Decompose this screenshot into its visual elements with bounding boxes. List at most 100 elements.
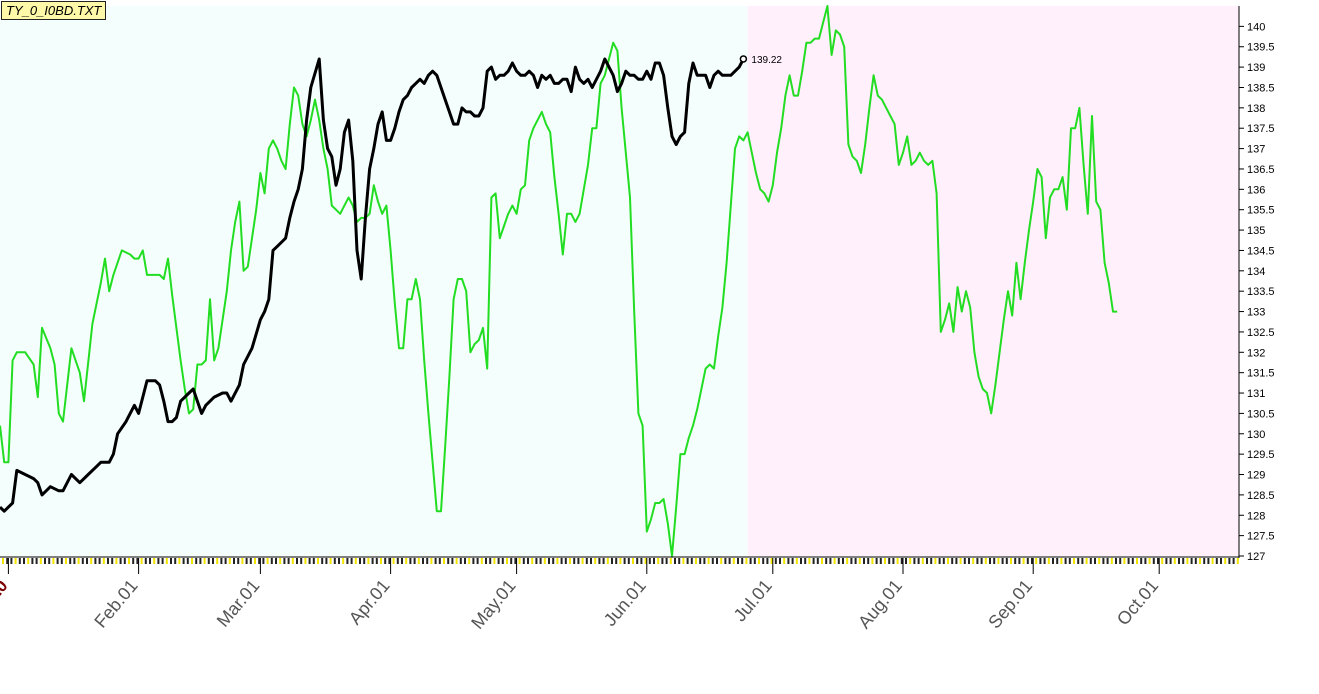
x-minor-tick [892, 558, 895, 564]
x-minor-tick [237, 558, 240, 564]
x-minor-tick [993, 558, 996, 564]
x-minor-tick [73, 558, 76, 564]
x-minor-tick [10, 558, 13, 564]
x-minor-tick [266, 558, 269, 564]
x-minor-tick [1060, 558, 1063, 564]
x-minor-tick [98, 558, 101, 564]
x-minor-tick [1043, 558, 1046, 564]
x-minor-tick [720, 558, 723, 564]
x-minor-tick [1199, 558, 1201, 564]
x-minor-tick [531, 558, 534, 564]
x-minor-tick [102, 558, 105, 564]
x-minor-tick [947, 558, 949, 564]
x-minor-tick [1064, 558, 1067, 564]
x-minor-tick [1119, 558, 1122, 564]
x-minor-tick [480, 558, 483, 564]
x-minor-tick [527, 558, 529, 564]
x-minor-tick [674, 558, 676, 564]
x-minor-tick [23, 558, 25, 564]
x-minor-tick [888, 558, 891, 564]
last-value-marker [739, 55, 748, 63]
x-minor-tick [472, 558, 475, 564]
x-minor-tick [144, 558, 147, 564]
x-minor-tick [669, 558, 672, 564]
x-minor-tick [959, 558, 962, 564]
x-minor-tick [380, 558, 382, 564]
y-tick-label: 134 [1247, 266, 1265, 278]
x-minor-tick [329, 558, 332, 564]
x-minor-tick [485, 558, 487, 564]
x-minor-tick [497, 558, 500, 564]
x-minor-tick [632, 558, 634, 564]
x-minor-tick [1169, 558, 1172, 564]
x-minor-tick [241, 558, 244, 564]
x-minor-tick [304, 558, 307, 564]
x-minor-tick [392, 558, 395, 564]
x-minor-tick [867, 558, 870, 564]
x-minor-tick [413, 558, 416, 564]
x-minor-tick [984, 558, 987, 564]
x-minor-tick [140, 558, 143, 564]
x-minor-tick [1173, 558, 1176, 564]
x-minor-tick [338, 558, 340, 564]
x-minor-tick [522, 558, 525, 564]
x-minor-tick [648, 558, 651, 564]
x-minor-tick [1140, 558, 1143, 564]
x-minor-tick [510, 558, 513, 564]
x-minor-tick [1186, 558, 1189, 564]
x-minor-tick [758, 558, 760, 564]
x-minor-tick [753, 558, 756, 564]
x-minor-tick [354, 558, 357, 564]
x-minor-tick [1157, 558, 1159, 564]
x-minor-tick [1131, 558, 1134, 564]
x-month-label: Apr.01 [345, 576, 394, 629]
x-minor-tick [1077, 558, 1080, 564]
x-minor-tick [123, 558, 126, 564]
x-minor-tick [367, 558, 370, 564]
x-minor-tick [560, 558, 563, 564]
x-minor-tick [1010, 558, 1012, 564]
x-minor-tick [930, 558, 933, 564]
x-minor-tick [249, 558, 252, 564]
x-minor-tick [451, 558, 454, 564]
x-minor-tick [539, 558, 542, 564]
x-minor-tick [300, 558, 303, 564]
x-minor-tick [69, 558, 72, 564]
x-minor-tick [1081, 558, 1084, 564]
y-tick-label: 139 [1247, 62, 1265, 74]
x-minor-tick [1136, 558, 1138, 564]
x-minor-tick [682, 558, 685, 564]
x-month-label: Oct.01 [1113, 576, 1162, 629]
x-minor-tick [195, 558, 198, 564]
x-minor-tick [640, 558, 643, 564]
x-minor-tick [837, 558, 840, 564]
x-minor-tick [107, 558, 109, 564]
x-minor-tick [594, 558, 597, 564]
x-minor-tick [279, 558, 282, 564]
x-minor-tick [816, 558, 819, 564]
x-minor-tick [291, 558, 294, 564]
x-minor-tick [1182, 558, 1185, 564]
x-minor-tick [401, 558, 403, 564]
region-current [0, 6, 748, 556]
x-minor-tick [707, 558, 710, 564]
x-minor-tick [770, 558, 773, 564]
x-minor-tick [585, 558, 588, 564]
x-minor-tick [741, 558, 744, 564]
x-minor-tick [732, 558, 735, 564]
x-minor-tick [548, 558, 550, 564]
x-minor-tick [464, 558, 466, 564]
x-minor-tick [48, 558, 51, 564]
x-minor-tick [795, 558, 798, 564]
x-minor-tick [203, 558, 206, 564]
x-minor-tick [913, 558, 916, 564]
x-minor-tick [1031, 558, 1033, 564]
x-minor-tick [1056, 558, 1059, 564]
x-minor-tick [359, 558, 361, 564]
x-minor-tick [627, 558, 630, 564]
x-minor-tick [724, 558, 727, 564]
x-minor-tick [233, 558, 235, 564]
y-tick-label: 138 [1247, 103, 1265, 115]
x-minor-tick [350, 558, 353, 564]
